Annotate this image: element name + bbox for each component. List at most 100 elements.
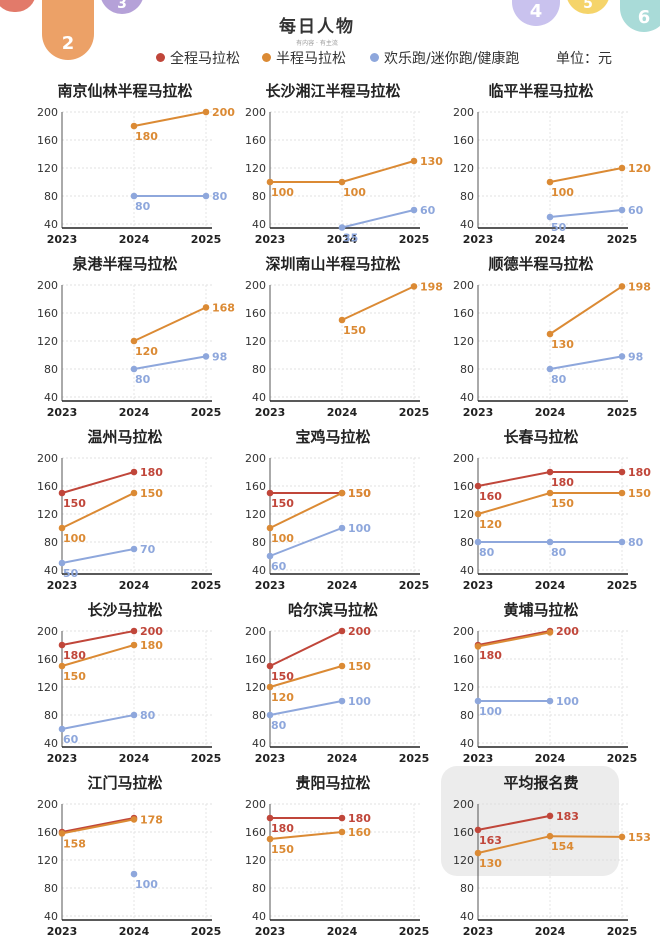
data-point bbox=[58, 559, 66, 567]
y-tick-label: 120 bbox=[245, 162, 266, 175]
chart-panel-8: 长春马拉松 200 160 120 80 40 2023 2024 2025 160 180 180 1… bbox=[436, 424, 651, 596]
data-label: 130 bbox=[479, 857, 502, 870]
data-point bbox=[618, 833, 626, 841]
x-tick-label: 2023 bbox=[463, 406, 494, 419]
data-label: 100 bbox=[343, 186, 366, 199]
chart-title: 顺德半程马拉松 bbox=[488, 255, 593, 273]
y-tick-label: 200 bbox=[245, 798, 266, 811]
data-label: 180 bbox=[348, 812, 371, 825]
x-tick-label: 2024 bbox=[119, 233, 150, 246]
y-tick-label: 160 bbox=[453, 307, 474, 320]
x-tick-label: 2023 bbox=[463, 579, 494, 592]
data-point bbox=[130, 489, 138, 497]
y-tick-label: 200 bbox=[245, 452, 266, 465]
x-tick-label: 2025 bbox=[399, 752, 430, 765]
data-label: 180 bbox=[479, 649, 502, 662]
y-tick-label: 40 bbox=[252, 737, 266, 750]
y-tick-label: 120 bbox=[37, 335, 58, 348]
y-tick-label: 120 bbox=[453, 854, 474, 867]
series-line bbox=[61, 471, 135, 494]
y-tick-label: 120 bbox=[245, 508, 266, 521]
x-tick-label: 2023 bbox=[255, 406, 286, 419]
data-point bbox=[58, 524, 66, 532]
y-tick-label: 80 bbox=[44, 536, 58, 549]
series-line bbox=[549, 285, 623, 335]
chart-title: 贵阳马拉松 bbox=[295, 774, 370, 792]
chart-panel-0: 南京仙林半程马拉松 200 160 120 80 40 2023 2024 2025 180 200… bbox=[20, 78, 235, 250]
data-label: 100 bbox=[479, 705, 502, 718]
x-tick-label: 2023 bbox=[255, 233, 286, 246]
y-tick-label: 80 bbox=[460, 536, 474, 549]
y-tick-label: 80 bbox=[252, 709, 266, 722]
data-point bbox=[546, 812, 554, 820]
data-label: 154 bbox=[551, 840, 574, 853]
y-tick-label: 80 bbox=[252, 190, 266, 203]
y-tick-label: 80 bbox=[44, 363, 58, 376]
corner-number-4: 4 bbox=[529, 1, 543, 22]
y-tick-label: 200 bbox=[453, 279, 474, 292]
data-point bbox=[58, 641, 66, 649]
y-tick-label: 200 bbox=[37, 452, 58, 465]
y-tick-label: 120 bbox=[37, 162, 58, 175]
corner-number-2: 2 bbox=[61, 33, 75, 54]
chart-svg: 泉港半程马拉松 200 160 120 80 40 2023 2024 2025 120 168 80… bbox=[37, 255, 235, 419]
x-tick-label: 2025 bbox=[607, 925, 638, 938]
series-line bbox=[341, 209, 415, 229]
data-label: 80 bbox=[271, 719, 287, 732]
data-point bbox=[130, 870, 138, 878]
y-tick-label: 200 bbox=[37, 279, 58, 292]
x-tick-label: 2025 bbox=[191, 579, 222, 592]
chart-panel-6: 温州马拉松 200 160 120 80 40 2023 2024 2025 150 180 100 1… bbox=[20, 424, 230, 596]
data-point bbox=[546, 213, 554, 221]
data-label: 80 bbox=[551, 546, 567, 559]
data-point bbox=[338, 524, 346, 532]
x-tick-label: 2023 bbox=[255, 752, 286, 765]
legend-label-half: 半程马拉松 bbox=[276, 51, 346, 67]
corner-number-3: 3 bbox=[117, 0, 127, 12]
x-tick-label: 2025 bbox=[399, 406, 430, 419]
legend-label-fun: 欢乐跑/迷你跑/健康跑 bbox=[384, 51, 520, 67]
data-label: 60 bbox=[271, 560, 287, 573]
y-tick-label: 160 bbox=[37, 653, 58, 666]
data-label: 120 bbox=[135, 345, 158, 358]
data-label: 160 bbox=[348, 826, 371, 839]
x-tick-label: 2024 bbox=[535, 752, 566, 765]
x-tick-label: 2025 bbox=[191, 752, 222, 765]
y-tick-label: 120 bbox=[453, 508, 474, 521]
x-tick-label: 2025 bbox=[607, 406, 638, 419]
x-tick-label: 2024 bbox=[535, 925, 566, 938]
x-tick-label: 2024 bbox=[327, 752, 358, 765]
chart-title: 长沙湘江半程马拉松 bbox=[265, 82, 400, 100]
data-point bbox=[202, 304, 210, 311]
y-tick-label: 160 bbox=[245, 653, 266, 666]
data-label: 198 bbox=[628, 280, 651, 293]
y-tick-label: 40 bbox=[252, 564, 266, 577]
data-label: 183 bbox=[556, 810, 579, 823]
data-label: 180 bbox=[140, 466, 163, 479]
series-line bbox=[269, 665, 343, 688]
data-label: 80 bbox=[212, 190, 228, 203]
data-label: 100 bbox=[135, 878, 158, 891]
y-tick-label: 160 bbox=[37, 307, 58, 320]
corner-tile-orange: 2 bbox=[42, 0, 94, 60]
data-point bbox=[618, 283, 626, 290]
data-point bbox=[618, 164, 626, 172]
corner-tile-teal: 6 bbox=[620, 0, 660, 32]
x-tick-label: 2024 bbox=[327, 579, 358, 592]
x-tick-label: 2024 bbox=[327, 233, 358, 246]
chart-svg: 温州马拉松 200 160 120 80 40 2023 2024 2025 150 180 100 1… bbox=[37, 428, 222, 592]
brand-name: 每日人物 bbox=[279, 17, 355, 37]
brand-logo: 每日人物 有内容 · 有主流 bbox=[262, 12, 372, 47]
x-tick-label: 2025 bbox=[399, 233, 430, 246]
data-point bbox=[618, 206, 626, 214]
y-tick-label: 200 bbox=[37, 798, 58, 811]
chart-svg: 深圳南山半程马拉松 200 160 120 80 40 2023 2024 2025 150 198 bbox=[245, 255, 443, 419]
data-label: 130 bbox=[551, 338, 574, 351]
series-line bbox=[269, 700, 343, 716]
chart-title: 宝鸡马拉松 bbox=[295, 428, 370, 446]
y-tick-label: 200 bbox=[245, 279, 266, 292]
data-point bbox=[130, 711, 138, 719]
data-label: 35 bbox=[343, 232, 358, 245]
data-point bbox=[474, 482, 482, 490]
corner-tile-purple: 3 bbox=[100, 0, 144, 14]
